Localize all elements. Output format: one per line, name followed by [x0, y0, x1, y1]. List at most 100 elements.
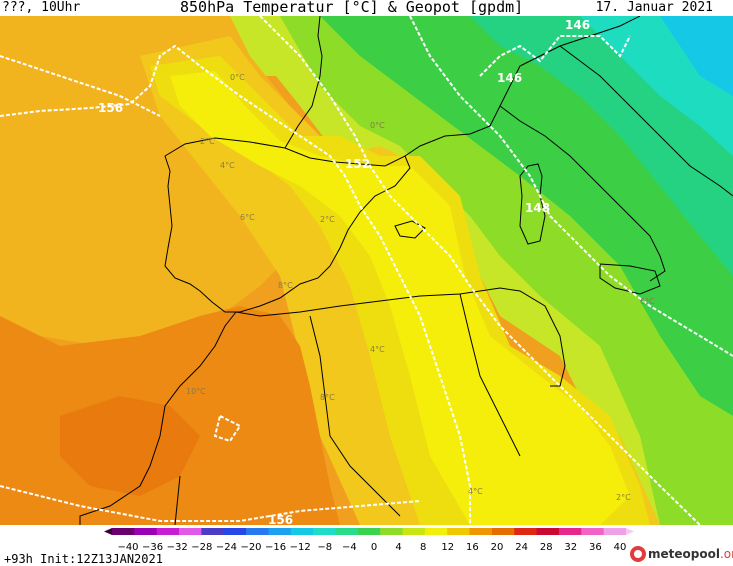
contour-160: [0, 55, 161, 117]
colorbar-tick-label: −12: [290, 542, 311, 553]
geopot-label-146a: 146: [565, 18, 590, 32]
colorbar-tick-label: 36: [589, 542, 602, 553]
colorbar-tick-label: −20: [240, 542, 261, 553]
colorbar-swatch: [313, 528, 336, 535]
colorbar-tick-label: −28: [191, 542, 212, 553]
north-africa-coast: [235, 287, 566, 387]
colorbar-swatch: [335, 528, 359, 535]
italy-east-coast: [559, 45, 733, 197]
colorbar-swatch: [201, 528, 225, 535]
init-time-label: +93h Init:12Z13JAN2021: [4, 552, 163, 566]
colorbar-tick-label: −32: [167, 542, 188, 553]
colorbar-swatch: [223, 528, 247, 535]
morocco-atlantic-coast: [79, 311, 237, 525]
colorbar-tick-label: 4: [395, 542, 401, 553]
temp-field-orange-core: [60, 396, 200, 496]
temp-labels: 0°C 0°C 2°C 4°C 6°C 2°C 8°C 4°C 10°C 8°C…: [186, 73, 655, 502]
temp-label: 0°C: [370, 121, 385, 130]
colorbar-swatch: [536, 528, 560, 535]
italy-west-coast: [499, 105, 666, 282]
algeria-border: [309, 315, 401, 517]
temp-label: 8°C: [278, 281, 293, 290]
colorbar-tick-label: −16: [265, 542, 286, 553]
colorbar-swatch: [491, 528, 515, 535]
contour-small-loop: [213, 414, 242, 443]
balearic-islands: [394, 220, 426, 239]
colorbar-max-arrow: [626, 528, 634, 535]
logo-suffix: .org: [719, 547, 733, 561]
colorbar-swatch: [558, 528, 582, 535]
colorbar-tick-label: −24: [216, 542, 237, 553]
colorbar-swatch: [134, 528, 158, 535]
colorbar-tick-label: 8: [420, 542, 426, 553]
temp-label: 4°C: [468, 487, 483, 496]
temp-label: 2°C: [200, 137, 215, 146]
logo-text: meteopool.org: [648, 547, 733, 561]
colorbar-tick-label: 0: [371, 542, 377, 553]
contour-156-north: [0, 44, 471, 525]
geopot-label-146b: 146: [497, 71, 522, 85]
gulf-of-lion-coast: [404, 16, 641, 157]
colorbar-swatch: [156, 528, 180, 535]
colorbar-swatch: [447, 528, 471, 535]
colorbar-swatch: [380, 528, 404, 535]
colorbar-tick-label: −36: [142, 542, 163, 553]
colorbar-tick-label: 32: [564, 542, 577, 553]
temp-label: 2°C: [320, 215, 335, 224]
contour-156-south: [0, 485, 421, 522]
colorbar-tick-label: 16: [466, 542, 479, 553]
colorbar-swatches: [104, 528, 634, 535]
meteopool-logo-icon: [630, 546, 646, 562]
contour-148: [409, 16, 733, 357]
temp-label: 2°C: [616, 493, 631, 502]
model-label: ???, 10Uhr: [2, 0, 81, 15]
colorbar-swatch: [357, 528, 381, 535]
colorbar-ticks: −40 −36 −32 −28 −24 −20 −16 −12 −8 −4 0 4 8 12 16 20 24 2…: [117, 542, 626, 553]
logo-name: meteopool: [648, 547, 720, 561]
geopot-label-156-south: 156: [268, 513, 293, 525]
colorbar-swatch: [469, 528, 493, 535]
temp-label: 10°C: [186, 387, 206, 396]
colorbar: −40 −36 −32 −28 −24 −20 −16 −12 −8 −4 0 4 8 12 16 20 24 2…: [104, 528, 634, 553]
contour-152: [259, 16, 701, 525]
colorbar-tick-label: −4: [342, 542, 357, 553]
colorbar-tick-label: 12: [441, 542, 454, 553]
colorbar-swatch: [268, 528, 292, 535]
temp-label: 4°C: [220, 161, 235, 170]
contour-146: [479, 35, 631, 77]
colorbar-swatch: [246, 528, 269, 535]
temp-label: 8°C: [320, 393, 335, 402]
colorbar-swatch: [581, 528, 605, 535]
sicily: [599, 263, 661, 295]
weather-map: 156 152 148 146 146 156 0°C 0°C 2°C 4°C …: [0, 16, 733, 525]
temp-label: 4°C: [370, 345, 385, 354]
colorbar-tick-label: 20: [491, 542, 504, 553]
iberia-coast: [164, 137, 411, 313]
colorbar-tick-label: 24: [515, 542, 528, 553]
geopot-label-156: 156: [98, 101, 123, 115]
header-bar: ???, 10Uhr 850hPa Temperatur [°C] & Geop…: [0, 0, 733, 16]
geopot-labels: 156 152 148 146 146 156: [98, 18, 590, 525]
sardinia-corsica: [519, 163, 546, 245]
valid-date: 17. Januar 2021: [595, 0, 713, 15]
colorbar-swatch: [112, 528, 135, 535]
colorbar-swatch: [402, 528, 426, 535]
colorbar-swatch: [290, 528, 314, 535]
coastlines: [79, 16, 733, 525]
colorbar-tick-label: 40: [614, 542, 627, 553]
colorbar-min-arrow: [104, 528, 112, 535]
colorbar-area: −40 −36 −32 −28 −24 −20 −16 −12 −8 −4 0 4 8 12 16 20 24 2…: [0, 525, 733, 566]
colorbar-tick-label: −40: [117, 542, 138, 553]
temp-label: 0°C: [230, 73, 245, 82]
temp-field-cyan: [660, 16, 733, 96]
temp-label: 6°C: [240, 213, 255, 222]
map-title: 850hPa Temperatur [°C] & Geopot [gpdm]: [180, 0, 524, 16]
colorbar-tick-label: −8: [317, 542, 332, 553]
geopotential-contours: [0, 16, 733, 525]
meteopool-logo[interactable]: meteopool.org: [630, 544, 733, 564]
colorbar-swatch: [179, 528, 202, 535]
temp-label: 6°C: [640, 297, 655, 306]
colorbar-swatch: [424, 528, 448, 535]
colorbar-tick-label: 28: [540, 542, 553, 553]
colorbar-swatch: [514, 528, 538, 535]
